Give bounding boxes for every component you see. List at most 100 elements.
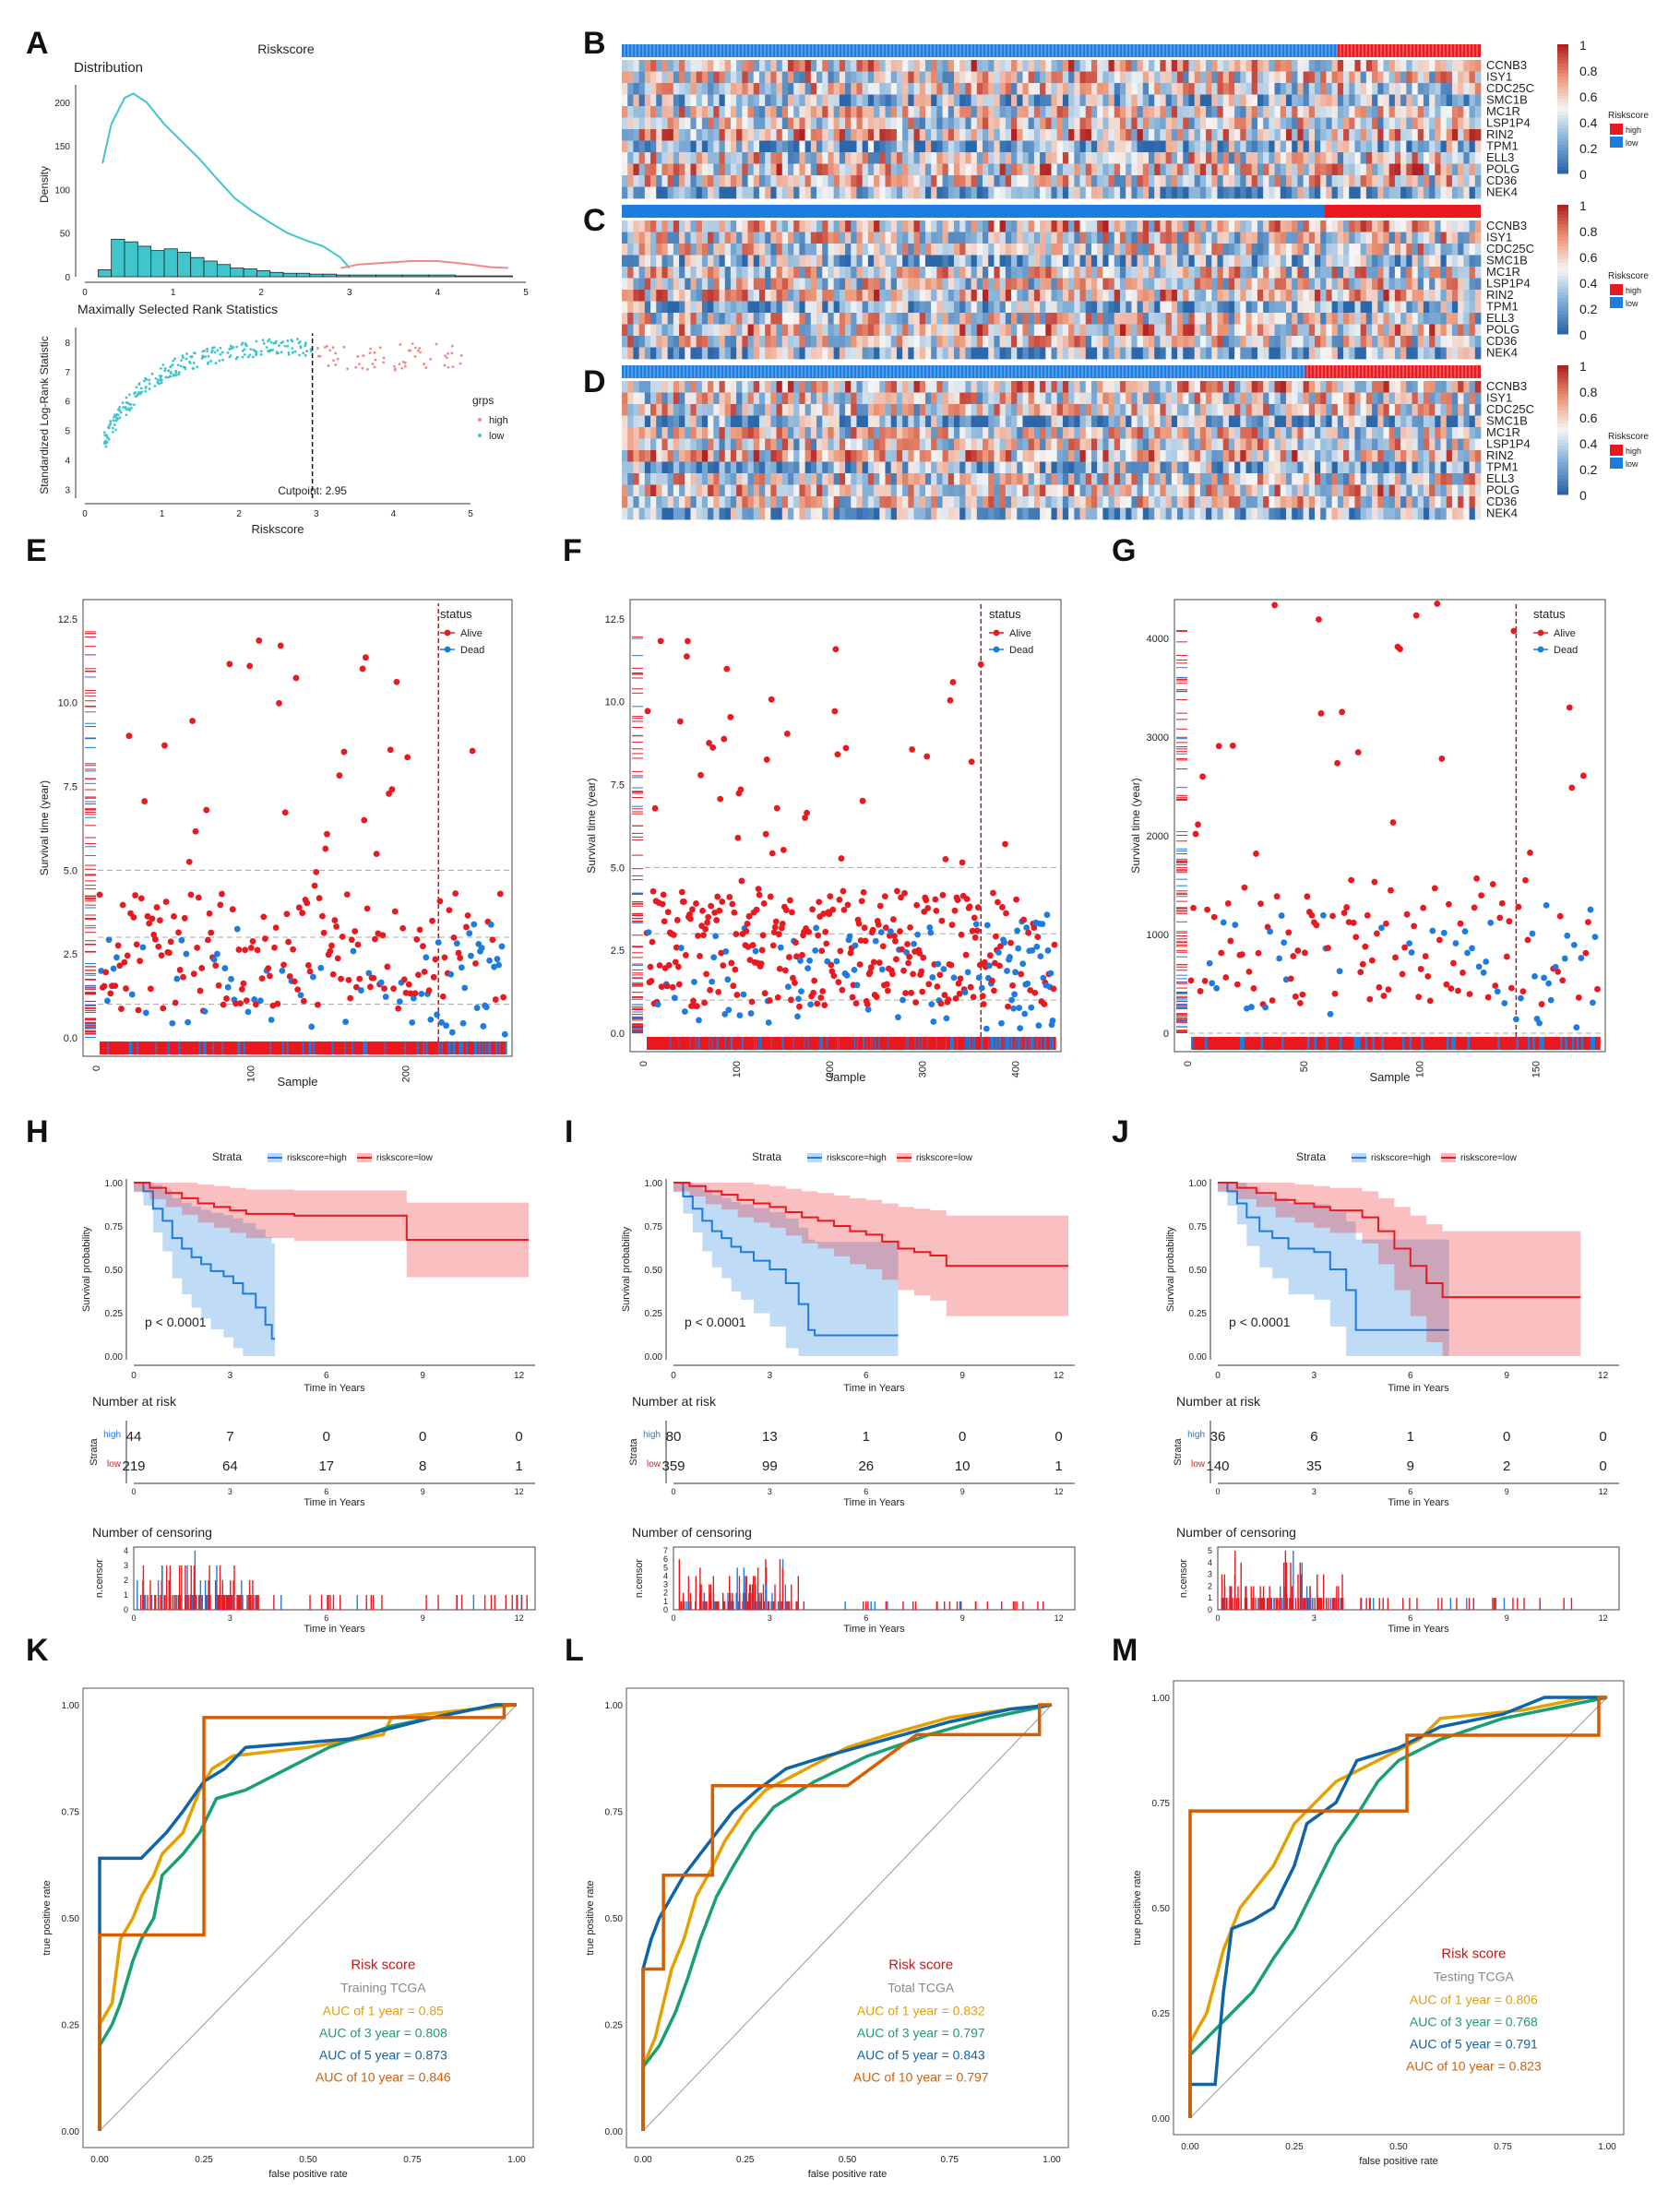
- heat-cell: [1435, 267, 1441, 279]
- heat-cell: [1406, 347, 1412, 360]
- heat-cell: [799, 278, 806, 291]
- rank-point-low: [113, 423, 116, 426]
- annotation-low: [622, 44, 1338, 57]
- heat-cell: [942, 186, 949, 199]
- heat-cell: [896, 347, 903, 360]
- heat-cell: [1194, 278, 1201, 291]
- heat-cell: [1217, 60, 1224, 72]
- heat-cell: [896, 267, 903, 279]
- heat-cell: [1056, 404, 1064, 416]
- heat-cell: [1137, 83, 1144, 95]
- heat-cell: [839, 347, 846, 360]
- heat-cell: [913, 152, 921, 164]
- heat-cell: [1217, 381, 1224, 393]
- heat-cell: [810, 220, 817, 232]
- heat-cell: [787, 313, 794, 325]
- heat-cell: [1274, 313, 1281, 325]
- heat-cell: [1308, 278, 1316, 291]
- heat-cell: [1458, 175, 1464, 187]
- heat-cell: [1171, 60, 1178, 72]
- heat-cell: [1388, 301, 1396, 314]
- rank-point-low: [160, 381, 163, 385]
- heat-cell: [1331, 152, 1339, 164]
- heat-cell: [1102, 290, 1109, 302]
- heat-cell: [994, 267, 1001, 279]
- heat-cell: [1090, 347, 1098, 360]
- heat-cell: [1435, 152, 1441, 164]
- heat-cell: [1274, 392, 1281, 405]
- heat-cell: [736, 347, 743, 360]
- heat-cell: [1406, 301, 1412, 314]
- rank-point-low: [159, 376, 162, 380]
- heat-cell: [701, 94, 709, 107]
- heat-cell: [1194, 71, 1201, 84]
- legend-dot-low: [478, 434, 482, 437]
- heat-cell: [1406, 290, 1412, 302]
- legend-gradient: [1557, 144, 1568, 149]
- heat-cell: [730, 71, 737, 84]
- heat-cell: [1383, 278, 1390, 291]
- rank-point-low: [206, 350, 209, 352]
- heat-cell: [1068, 220, 1075, 232]
- heat-cell: [696, 244, 703, 256]
- heat-cell: [627, 152, 634, 164]
- heat-cell: [810, 278, 817, 291]
- heat-cell: [1028, 301, 1035, 314]
- heat-cell: [1154, 336, 1161, 348]
- legend-tick: 0: [1579, 167, 1587, 182]
- legend-gradient: [1557, 150, 1568, 155]
- heat-cell: [999, 117, 1007, 130]
- heat-cell: [1417, 381, 1424, 393]
- heat-cell: [1469, 186, 1476, 199]
- heat-cell: [1211, 232, 1218, 244]
- heat-cell: [959, 83, 966, 95]
- heat-cell: [644, 313, 651, 325]
- heat-cell: [931, 186, 937, 199]
- heat-cell: [1303, 232, 1310, 244]
- heat-cell: [1354, 175, 1362, 187]
- heat-cell: [656, 244, 662, 256]
- heat-cell: [845, 106, 852, 118]
- gene-label: TPM1: [1486, 300, 1519, 314]
- heat-cell: [1458, 392, 1464, 405]
- heat-cell: [1131, 313, 1138, 325]
- heat-cell: [1011, 106, 1018, 118]
- heat-cell: [1137, 186, 1144, 199]
- heat-cell: [1337, 244, 1344, 256]
- heat-cell: [765, 220, 771, 232]
- heat-cell: [765, 244, 771, 256]
- rank-point-low: [160, 375, 163, 378]
- rank-point-high: [358, 363, 361, 366]
- heat-cell: [1383, 220, 1390, 232]
- heat-cell: [1251, 336, 1258, 348]
- heat-cell: [650, 404, 657, 416]
- heat-cell: [1474, 94, 1482, 107]
- heat-cell: [627, 324, 634, 337]
- heat-cell: [953, 392, 960, 405]
- heat-cell: [1183, 220, 1189, 232]
- heat-cell: [1383, 392, 1390, 405]
- rank-point-low: [214, 362, 218, 365]
- heat-cell: [994, 381, 1001, 393]
- heat-cell: [1056, 71, 1064, 84]
- heat-cell: [1142, 301, 1150, 314]
- heat-cell: [1303, 83, 1310, 95]
- heat-cell: [1040, 404, 1046, 416]
- heat-cell: [685, 83, 691, 95]
- heat-cell: [685, 381, 691, 393]
- heat-cell: [1469, 129, 1476, 141]
- hist-bar: [243, 268, 257, 278]
- heat-cell: [758, 71, 766, 84]
- heat-cell: [1211, 347, 1218, 360]
- heat-cell: [1240, 186, 1246, 199]
- heat-cell: [947, 313, 955, 325]
- heat-cell: [799, 163, 806, 176]
- heat-cell: [1217, 175, 1224, 187]
- heat-cell: [839, 278, 846, 291]
- heat-cell: [724, 129, 732, 141]
- heat-cell: [913, 255, 921, 268]
- heat-cell: [1269, 232, 1275, 244]
- heat-cell: [896, 336, 903, 348]
- heat-cell: [902, 186, 909, 199]
